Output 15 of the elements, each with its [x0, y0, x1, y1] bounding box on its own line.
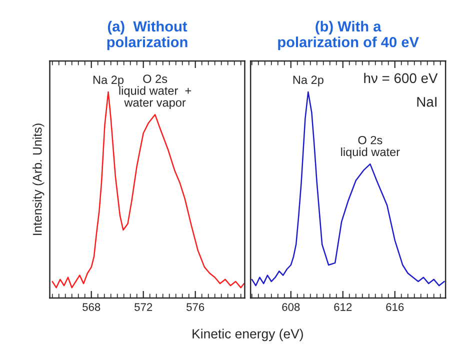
annotation: O 2s liquid water: [341, 136, 400, 158]
chart-title: (a) Without polarization: [107, 20, 188, 50]
chart-title: (b) With a polarization of 40 eV: [278, 20, 419, 50]
x-tick-label: 612: [334, 303, 352, 311]
text: hν = 600 eV: [364, 72, 438, 84]
annotation: Na 2p: [293, 76, 324, 86]
x-tick-label: 568: [82, 303, 100, 311]
x-tick-label: 572: [134, 303, 152, 311]
y-axis-title: Intensity (Arb. Units): [32, 124, 44, 235]
annotation: Na 2p: [93, 76, 124, 86]
annotation: NaI: [417, 97, 436, 107]
x-tick-label: 616: [386, 303, 404, 311]
x-tick-label: 576: [186, 303, 204, 311]
x-tick-label: 608: [282, 303, 300, 311]
x-axis-title: Kinetic energy (eV): [192, 328, 303, 342]
